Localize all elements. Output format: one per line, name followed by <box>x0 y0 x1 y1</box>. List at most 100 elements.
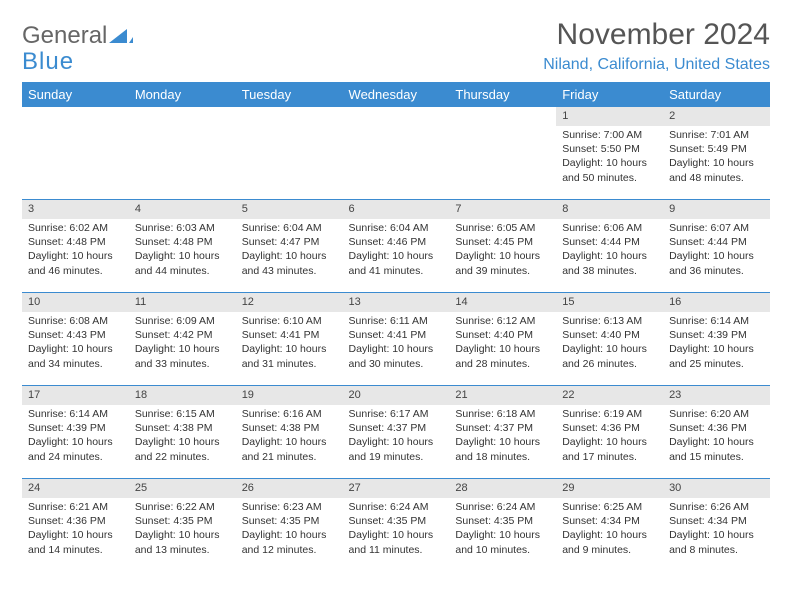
calendar-body: 1Sunrise: 7:00 AMSunset: 5:50 PMDaylight… <box>22 107 770 571</box>
day-line: Sunset: 4:45 PM <box>455 235 550 249</box>
day-number: 16 <box>663 293 770 312</box>
day-number: 28 <box>449 479 556 498</box>
day-content: Sunrise: 6:17 AMSunset: 4:37 PMDaylight:… <box>343 407 450 464</box>
calendar-week-row: 24 Sunrise: 6:21 AMSunset: 4:36 PMDayligh… <box>22 479 770 572</box>
day-number: 4 <box>129 200 236 219</box>
day-line: and 18 minutes. <box>455 450 550 464</box>
day-content: Sunrise: 6:26 AMSunset: 4:34 PMDaylight:… <box>663 500 770 557</box>
day-content: Sunrise: 6:20 AMSunset: 4:36 PMDaylight:… <box>663 407 770 464</box>
day-line: Daylight: 10 hours <box>455 249 550 263</box>
day-content: Sunrise: 6:16 AMSunset: 4:38 PMDaylight:… <box>236 407 343 464</box>
day-cell: 24 Sunrise: 6:21 AMSunset: 4:36 PMDayligh… <box>22 479 129 572</box>
day-cell: 9Sunrise: 6:07 AMSunset: 4:44 PMDaylight… <box>663 200 770 293</box>
day-cell: 3Sunrise: 6:02 AMSunset: 4:48 PMDaylight… <box>22 200 129 293</box>
day-line: Sunrise: 6:14 AM <box>669 314 764 328</box>
day-line: Sunset: 4:38 PM <box>135 421 230 435</box>
day-cell: 12Sunrise: 6:10 AMSunset: 4:41 PMDayligh… <box>236 293 343 386</box>
day-content: Sunrise: 6:21 AMSunset: 4:36 PMDaylight:… <box>22 500 129 557</box>
day-line: Sunrise: 6:09 AM <box>135 314 230 328</box>
day-line: and 26 minutes. <box>562 357 657 371</box>
day-line: Daylight: 10 hours <box>349 342 444 356</box>
day-content: Sunrise: 6:18 AMSunset: 4:37 PMDaylight:… <box>449 407 556 464</box>
day-line: Sunrise: 6:11 AM <box>349 314 444 328</box>
day-content: Sunrise: 6:11 AMSunset: 4:41 PMDaylight:… <box>343 314 450 371</box>
day-cell: 18Sunrise: 6:15 AMSunset: 4:38 PMDayligh… <box>129 386 236 479</box>
day-line: Sunrise: 6:04 AM <box>242 221 337 235</box>
day-line: Daylight: 10 hours <box>135 342 230 356</box>
day-line: and 44 minutes. <box>135 264 230 278</box>
weekday-header: Tuesday <box>236 82 343 107</box>
day-line: and 38 minutes. <box>562 264 657 278</box>
day-line: and 9 minutes. <box>562 543 657 557</box>
day-content: Sunrise: 6:05 AMSunset: 4:45 PMDaylight:… <box>449 221 556 278</box>
day-cell: 19 Sunrise: 6:16 AMSunset: 4:38 PMDayligh… <box>236 386 343 479</box>
day-number: 20 <box>343 386 450 405</box>
day-content: Sunrise: 6:04 AMSunset: 4:47 PMDaylight:… <box>236 221 343 278</box>
day-line: Sunset: 4:38 PM <box>242 421 337 435</box>
weekday-header: Thursday <box>449 82 556 107</box>
day-line: and 31 minutes. <box>242 357 337 371</box>
day-line: Daylight: 10 hours <box>349 435 444 449</box>
day-line: Daylight: 10 hours <box>562 435 657 449</box>
day-line: Daylight: 10 hours <box>669 342 764 356</box>
day-line: Sunset: 4:41 PM <box>349 328 444 342</box>
day-line: Daylight: 10 hours <box>455 435 550 449</box>
day-line: Daylight: 10 hours <box>562 342 657 356</box>
day-line: and 8 minutes. <box>669 543 764 557</box>
day-cell: 20 Sunrise: 6:17 AMSunset: 4:37 PMDayligh… <box>343 386 450 479</box>
day-cell: 1Sunrise: 7:00 AMSunset: 5:50 PMDaylight… <box>556 107 663 200</box>
day-line: Sunrise: 6:20 AM <box>669 407 764 421</box>
day-number: 12 <box>236 293 343 312</box>
day-content: Sunrise: 6:25 AMSunset: 4:34 PMDaylight:… <box>556 500 663 557</box>
day-line: Sunset: 4:41 PM <box>242 328 337 342</box>
day-line: Sunrise: 6:18 AM <box>455 407 550 421</box>
day-number: 29 <box>556 479 663 498</box>
day-line: Sunset: 4:36 PM <box>669 421 764 435</box>
day-number: 26 <box>236 479 343 498</box>
day-cell: 15 Sunrise: 6:13 AMSunset: 4:40 PMDayligh… <box>556 293 663 386</box>
day-line: Sunrise: 6:05 AM <box>455 221 550 235</box>
day-content: Sunrise: 6:14 AMSunset: 4:39 PMDaylight:… <box>22 407 129 464</box>
day-content: Sunrise: 6:13 AMSunset: 4:40 PMDaylight:… <box>556 314 663 371</box>
logo: General Blue <box>22 18 133 74</box>
day-number: 25 <box>129 479 236 498</box>
day-number: 15 <box>556 293 663 312</box>
day-line: Sunset: 4:37 PM <box>349 421 444 435</box>
day-line: Sunrise: 6:14 AM <box>28 407 123 421</box>
day-line: Sunset: 4:34 PM <box>562 514 657 528</box>
day-number: 19 <box>236 386 343 405</box>
day-line: and 33 minutes. <box>135 357 230 371</box>
day-line: Sunrise: 6:24 AM <box>349 500 444 514</box>
day-line: Sunset: 4:43 PM <box>28 328 123 342</box>
day-cell: 2Sunrise: 7:01 AMSunset: 5:49 PMDaylight… <box>663 107 770 200</box>
day-line: and 11 minutes. <box>349 543 444 557</box>
day-content: Sunrise: 6:15 AMSunset: 4:38 PMDaylight:… <box>129 407 236 464</box>
day-cell: 28Sunrise: 6:24 AMSunset: 4:35 PMDayligh… <box>449 479 556 572</box>
day-line: Sunrise: 6:08 AM <box>28 314 123 328</box>
day-line: Daylight: 10 hours <box>28 342 123 356</box>
day-line: Sunset: 4:35 PM <box>135 514 230 528</box>
day-line: Sunrise: 6:22 AM <box>135 500 230 514</box>
logo-word2: Blue <box>22 48 74 75</box>
day-line: Sunrise: 6:26 AM <box>669 500 764 514</box>
day-line: and 25 minutes. <box>669 357 764 371</box>
day-line: Sunset: 4:35 PM <box>455 514 550 528</box>
day-content: Sunrise: 6:14 AMSunset: 4:39 PMDaylight:… <box>663 314 770 371</box>
day-line: Daylight: 10 hours <box>562 528 657 542</box>
day-line: Sunset: 5:50 PM <box>562 142 657 156</box>
day-cell <box>449 107 556 200</box>
day-line: Sunset: 4:46 PM <box>349 235 444 249</box>
day-number: 9 <box>663 200 770 219</box>
day-cell: 29 Sunrise: 6:25 AMSunset: 4:34 PMDayligh… <box>556 479 663 572</box>
weekday-header: Wednesday <box>343 82 450 107</box>
day-line: and 46 minutes. <box>28 264 123 278</box>
day-line: Sunrise: 6:03 AM <box>135 221 230 235</box>
day-line: and 34 minutes. <box>28 357 123 371</box>
day-content: Sunrise: 6:02 AMSunset: 4:48 PMDaylight:… <box>22 221 129 278</box>
day-number: 30 <box>663 479 770 498</box>
day-line: Sunset: 4:47 PM <box>242 235 337 249</box>
day-cell: 8Sunrise: 6:06 AMSunset: 4:44 PMDaylight… <box>556 200 663 293</box>
day-line: and 39 minutes. <box>455 264 550 278</box>
day-number: 14 <box>449 293 556 312</box>
day-number: 24 <box>22 479 129 498</box>
